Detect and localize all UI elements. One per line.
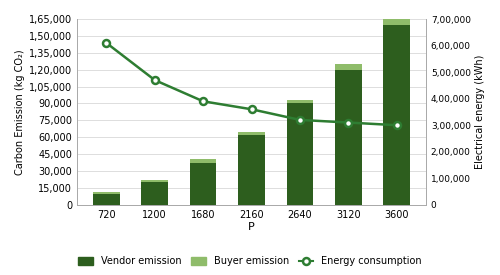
Y-axis label: Carbon Emission (kg CO₂): Carbon Emission (kg CO₂) xyxy=(15,49,25,175)
Legend: Vendor emission, Buyer emission, Energy consumption: Vendor emission, Buyer emission, Energy … xyxy=(74,252,426,270)
Y-axis label: Electrical energy (kWh): Electrical energy (kWh) xyxy=(475,55,485,169)
Bar xyxy=(93,192,120,194)
Bar xyxy=(384,25,410,205)
Bar xyxy=(335,64,361,70)
Bar xyxy=(238,135,265,205)
Bar xyxy=(384,19,410,25)
Bar xyxy=(142,180,168,182)
Bar xyxy=(190,159,216,163)
Bar xyxy=(286,100,314,103)
Bar xyxy=(286,103,314,205)
Bar xyxy=(238,132,265,135)
Bar xyxy=(93,194,120,205)
Bar xyxy=(142,182,168,205)
X-axis label: P: P xyxy=(248,222,255,232)
Bar xyxy=(190,163,216,205)
Bar xyxy=(335,70,361,205)
